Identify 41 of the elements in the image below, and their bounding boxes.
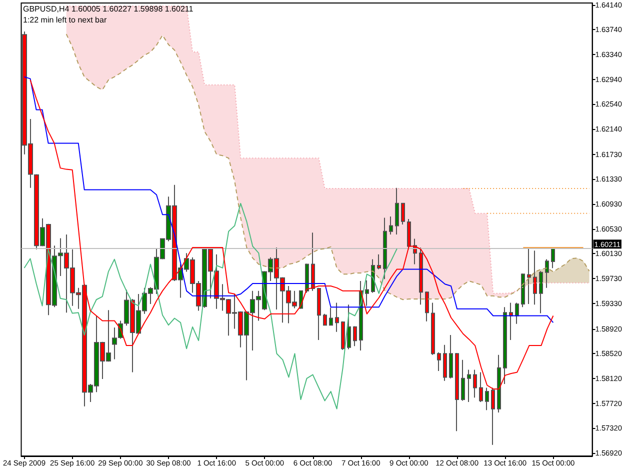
candlestick [551, 248, 555, 269]
candlestick [365, 280, 369, 306]
candlestick [539, 270, 543, 314]
text: 1:22 min left to next bar [23, 16, 107, 24]
candlestick [461, 359, 465, 402]
candlestick [515, 302, 519, 324]
candlestick [395, 187, 399, 235]
candlestick [389, 216, 393, 235]
candlestick [443, 344, 447, 382]
candlestick [413, 238, 417, 265]
candlestick [341, 320, 345, 350]
candlestick [533, 250, 537, 306]
candlestick [437, 352, 441, 372]
candlestick [545, 258, 549, 288]
candlestick [521, 273, 525, 308]
candlestick [347, 304, 351, 350]
candlestick [425, 291, 429, 322]
candlestick [449, 334, 453, 379]
candlestick [419, 246, 423, 306]
candlestick [317, 287, 321, 340]
candlestick [311, 232, 315, 292]
line-series [24, 76, 554, 324]
candlestick [407, 218, 411, 250]
candlestick [377, 254, 381, 270]
candlestick [509, 302, 513, 340]
candlestick [335, 302, 339, 332]
candlestick [497, 354, 501, 414]
candlestick [401, 202, 405, 226]
candlestick [527, 248, 531, 304]
candlestick [323, 313, 327, 326]
candlestick [329, 307, 333, 326]
line-series [24, 202, 398, 410]
candlestick [431, 302, 435, 356]
chart-title: GBPUSD,H4 1.60005 1.60227 1.59898 1.60211 [23, 4, 194, 14]
candlestick [503, 306, 507, 385]
candlestick [473, 369, 477, 398]
candlestick [383, 217, 387, 280]
candlestick [353, 326, 357, 347]
candlestick [467, 369, 471, 403]
candlestick [455, 352, 459, 432]
candlestick [485, 387, 489, 411]
